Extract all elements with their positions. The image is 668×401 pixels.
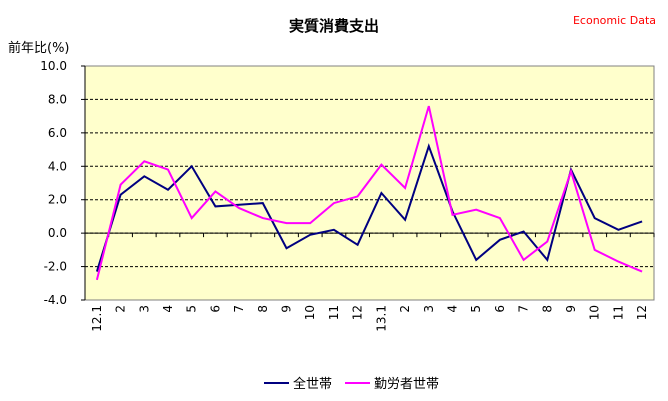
plot-area — [84, 65, 655, 301]
x-tick-label: 2 — [398, 305, 412, 313]
x-tick-label: 11 — [611, 305, 625, 320]
x-tick-label: 4 — [445, 305, 459, 313]
y-tick-label: 6.0 — [48, 126, 67, 140]
legend-label-all-households: 全世帯 — [293, 376, 332, 392]
y-tick-label: 2.0 — [48, 193, 67, 207]
y-tick-label: -4.0 — [44, 293, 67, 307]
x-tick-label: 6 — [493, 305, 507, 313]
x-tick-label: 11 — [327, 305, 341, 320]
x-tick-label: 6 — [208, 305, 222, 313]
y-tick-label: 10.0 — [40, 59, 67, 73]
x-axis-ticks: 12.1 2 3 4 5 6 7 8 9 10 11 12 13.1 2 3 4 5 6 7 8 9 10 11 12 — [90, 305, 649, 332]
series-lines — [95, 105, 643, 281]
axes — [84, 66, 655, 300]
x-tick-label: 4 — [161, 305, 175, 313]
x-tick-label: 10 — [588, 305, 602, 320]
x-tick-label: 10 — [303, 305, 317, 320]
x-tick-label: 12.1 — [90, 305, 104, 332]
x-tick-label: 9 — [280, 305, 294, 313]
y-tick-label: 8.0 — [48, 92, 67, 106]
series-line-all-households — [95, 143, 643, 272]
x-tick-label: 12 — [351, 305, 365, 320]
x-tick-label: 3 — [137, 305, 151, 313]
y-tick-label: 4.0 — [48, 159, 67, 173]
x-tick-label: 13.1 — [374, 305, 388, 332]
x-tick-label: 12 — [635, 305, 649, 320]
y-axis-label: 前年比(%) — [8, 40, 70, 56]
y-tick-label: 0.0 — [48, 226, 67, 240]
x-tick-label: 9 — [564, 305, 578, 313]
x-tick-label: 7 — [232, 305, 246, 313]
x-tick-label: 8 — [256, 305, 270, 313]
legend: 全世帯 勤労者世帯 — [256, 368, 456, 398]
x-tick-label: 5 — [469, 305, 483, 313]
legend-label-worker-households: 勤労者世帯 — [374, 377, 439, 392]
y-tick-label: -2.0 — [44, 260, 67, 274]
x-tick-label: 3 — [422, 305, 436, 313]
x-tick-label: 7 — [517, 305, 531, 313]
x-tick-label: 2 — [114, 305, 128, 313]
y-axis-ticks: -4.0 -2.0 0.0 2.0 4.0 6.0 8.0 10.0 — [40, 59, 85, 307]
x-tick-label: 5 — [185, 305, 199, 313]
chart-title: 実質消費支出 — [289, 17, 379, 35]
source-label: Economic Data — [573, 14, 656, 27]
series-line-worker-households — [95, 105, 643, 281]
x-tick-label: 8 — [540, 305, 554, 313]
